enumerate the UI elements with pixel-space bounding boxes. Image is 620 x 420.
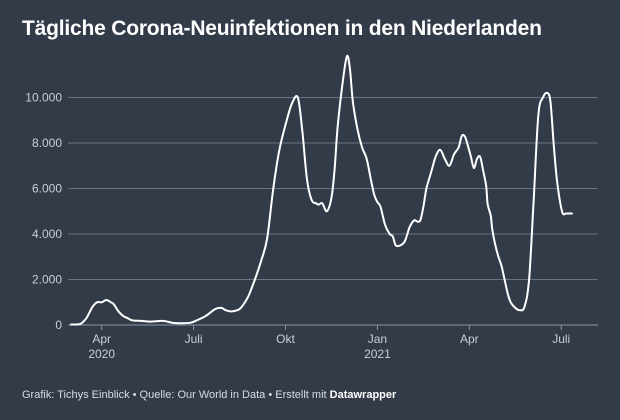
x-tick-label: Apr [460,332,479,346]
y-tick-label: 8.000 [32,136,62,150]
grid-layer [68,97,598,326]
x-tick-label: Apr [92,332,111,346]
y-tick-label: 6.000 [32,182,62,196]
series-line-neuinfektionen [70,54,573,326]
line-layer [70,54,573,326]
y-tick-label: 4.000 [32,227,62,241]
x-tick-label: Jan [368,332,387,346]
x-tick-year-label: 2020 [88,347,115,361]
chart-title: Tägliche Corona-Neuinfektionen in den Ni… [22,17,542,40]
y-tick-label: 0 [55,318,62,332]
x-tick-label: Okt [276,332,295,346]
source-credit: Grafik: Tichys Einblick • Quelle: Our Wo… [22,389,330,401]
y-tick-label: 2.000 [32,273,62,287]
tool-credit: Datawrapper [329,389,397,401]
x-tick-label: Juli [552,332,570,346]
x-tick-label: Juli [185,332,203,346]
chart-footer: Grafik: Tichys Einblick • Quelle: Our Wo… [22,389,396,401]
y-tick-label: 10.000 [25,91,62,105]
x-tick-year-label: 2021 [364,347,391,361]
